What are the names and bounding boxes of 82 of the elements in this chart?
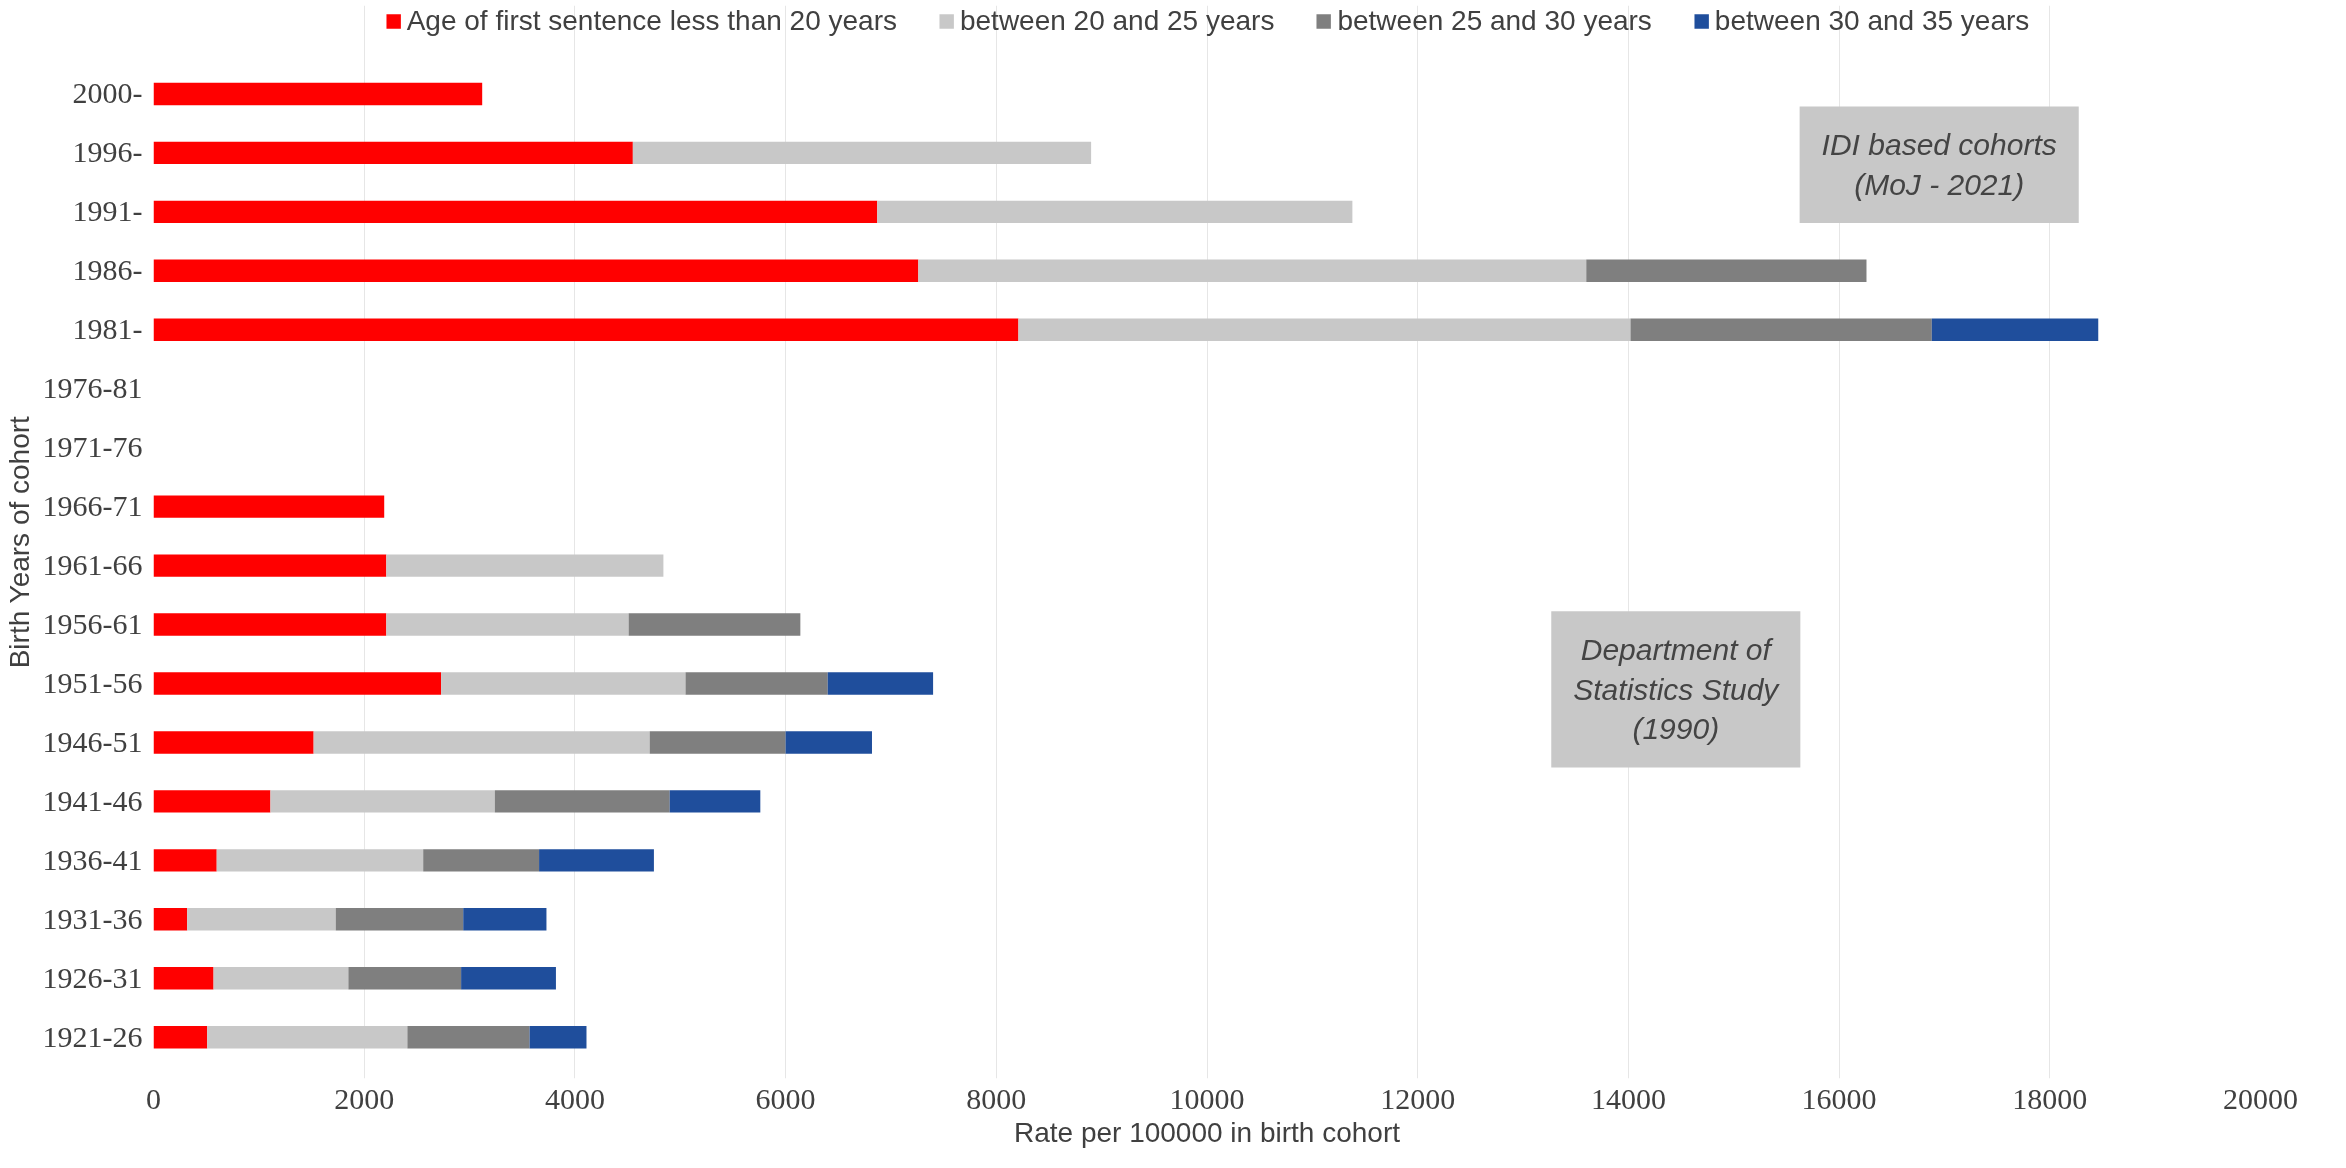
y-tick-label: 1941-46 <box>42 783 143 817</box>
x-tick-label: 10000 <box>1169 1081 1245 1115</box>
bar <box>153 908 188 931</box>
y-tick-label: 1961-66 <box>42 548 143 582</box>
y-tick-label: 1931-36 <box>42 901 143 935</box>
bar <box>153 731 314 754</box>
x-tick-label: 4000 <box>544 1081 605 1115</box>
bar <box>153 141 633 165</box>
bar <box>213 967 349 990</box>
y-tick-label: 1986- <box>72 253 143 287</box>
y-tick-label: 1946-51 <box>42 724 143 758</box>
legend-label: between 30 and 35 years <box>1714 5 2030 37</box>
x-tick-label: 16000 <box>1801 1081 1877 1115</box>
y-tick-label: 1976-81 <box>42 371 143 405</box>
bar <box>877 200 1353 224</box>
x-tick-label: 6000 <box>755 1081 816 1115</box>
bar <box>153 1026 208 1049</box>
bar <box>216 849 424 872</box>
bar <box>529 1026 587 1049</box>
bar <box>335 908 464 931</box>
bar <box>153 967 214 990</box>
legend-label: Age of first sentence less than 20 years <box>406 5 897 37</box>
bar <box>1931 318 2099 341</box>
bar <box>632 141 1092 165</box>
bar <box>153 318 1019 341</box>
bar <box>386 613 629 636</box>
bar <box>463 908 547 931</box>
legend-label: between 25 and 30 years <box>1337 5 1652 37</box>
x-tick-label: 14000 <box>1590 1081 1666 1115</box>
bar <box>441 672 686 695</box>
bar <box>827 672 934 695</box>
x-tick-label: 8000 <box>966 1081 1027 1115</box>
legend-label: between 20 and 25 years <box>959 5 1275 37</box>
bar <box>153 554 387 577</box>
y-tick-label: 1991- <box>72 194 143 228</box>
bar <box>461 967 556 990</box>
y-tick-label: 1956-61 <box>42 607 143 641</box>
bar <box>918 259 1587 282</box>
bar <box>628 613 801 636</box>
bar <box>649 731 786 754</box>
bar <box>407 1026 530 1049</box>
bar <box>153 200 878 224</box>
annotation: Department of Statistics Study (1990) <box>1573 633 1781 746</box>
bar <box>153 672 442 695</box>
y-tick-label: 1951-56 <box>42 665 143 699</box>
bar <box>386 554 664 577</box>
bar <box>539 849 654 872</box>
bar <box>669 790 761 813</box>
bar <box>153 82 483 106</box>
bar <box>685 672 828 695</box>
y-tick-label: 1926-31 <box>42 960 143 994</box>
bar <box>153 613 387 636</box>
x-tick-label: 12000 <box>1380 1081 1456 1115</box>
bar <box>153 495 385 518</box>
x-tick-label: 0 <box>146 1081 161 1115</box>
x-tick-label: 2000 <box>334 1081 395 1115</box>
x-tick-label: 18000 <box>2012 1081 2088 1115</box>
y-tick-label: 1971-76 <box>42 430 143 464</box>
y-tick-label: 1981- <box>72 312 143 346</box>
bar <box>313 731 650 754</box>
bar <box>1586 259 1867 282</box>
bar <box>153 259 919 282</box>
y-tick-label: 1936-41 <box>42 842 143 876</box>
annotation: IDI based cohorts (MoJ - 2021) <box>1821 128 2057 201</box>
bar <box>1018 318 1631 341</box>
bar <box>270 790 495 813</box>
x-axis-title: Rate per 100000 in birth cohort <box>1013 1116 1401 1148</box>
bar <box>423 849 540 872</box>
x-tick-label: 20000 <box>2223 1081 2298 1115</box>
bar <box>348 967 462 990</box>
bar <box>187 908 336 931</box>
bar <box>207 1026 408 1049</box>
bar <box>1630 318 1932 341</box>
bar <box>153 790 271 813</box>
bar <box>494 790 670 813</box>
y-axis-title: Birth Years of cohort <box>3 415 35 669</box>
y-tick-label: 1966-71 <box>42 489 143 523</box>
y-tick-label: 1996- <box>72 135 143 169</box>
bar <box>785 731 872 754</box>
y-tick-label: 2000- <box>72 76 143 110</box>
bar <box>153 849 217 872</box>
y-tick-label: 1921-26 <box>42 1019 143 1053</box>
